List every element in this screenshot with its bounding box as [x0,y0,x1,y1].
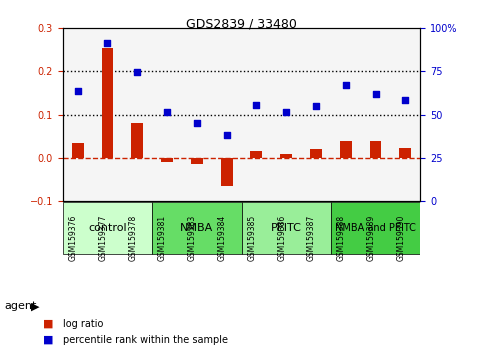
Text: GSM159378: GSM159378 [128,215,137,261]
FancyBboxPatch shape [242,202,331,254]
Bar [221,158,233,186]
Bar [399,148,412,158]
Text: GSM159386: GSM159386 [277,215,286,261]
Text: GSM159390: GSM159390 [397,215,405,261]
Bar [251,151,262,158]
Point [104,41,112,46]
Bar [101,48,114,158]
Bar [340,141,352,158]
Text: ■: ■ [43,335,54,345]
Text: ■: ■ [43,319,54,329]
Point [133,69,141,75]
Text: control: control [88,223,127,233]
Text: GSM159384: GSM159384 [218,215,227,261]
Bar [131,123,143,158]
Bar [191,158,203,164]
Point [342,82,350,88]
FancyBboxPatch shape [63,202,152,254]
Text: NMBA and PEITC: NMBA and PEITC [335,223,416,233]
Point [312,103,320,109]
Text: GSM159389: GSM159389 [367,215,376,261]
FancyBboxPatch shape [152,202,242,254]
Point [253,102,260,108]
Text: GSM159377: GSM159377 [99,215,108,261]
Point [74,88,82,94]
Bar [280,154,292,158]
Bar [161,158,173,162]
Point [193,120,201,126]
FancyBboxPatch shape [331,202,420,254]
Text: GSM159388: GSM159388 [337,215,346,261]
Text: agent: agent [5,301,37,311]
Text: percentile rank within the sample: percentile rank within the sample [63,335,228,345]
Text: PEITC: PEITC [271,223,301,233]
Text: GSM159385: GSM159385 [247,215,256,261]
Point [163,109,171,114]
Point [282,109,290,114]
Bar [310,149,322,158]
Text: GSM159383: GSM159383 [188,215,197,261]
Bar [72,143,84,158]
Text: GSM159376: GSM159376 [69,215,78,261]
Text: GDS2839 / 33480: GDS2839 / 33480 [186,18,297,31]
Point [223,132,230,138]
Point [401,97,409,102]
Text: ▶: ▶ [31,301,40,311]
Point [372,91,380,97]
Text: GSM159381: GSM159381 [158,215,167,261]
Text: NMBA: NMBA [180,223,213,233]
Text: log ratio: log ratio [63,319,103,329]
Text: GSM159387: GSM159387 [307,215,316,261]
Bar [369,141,382,158]
